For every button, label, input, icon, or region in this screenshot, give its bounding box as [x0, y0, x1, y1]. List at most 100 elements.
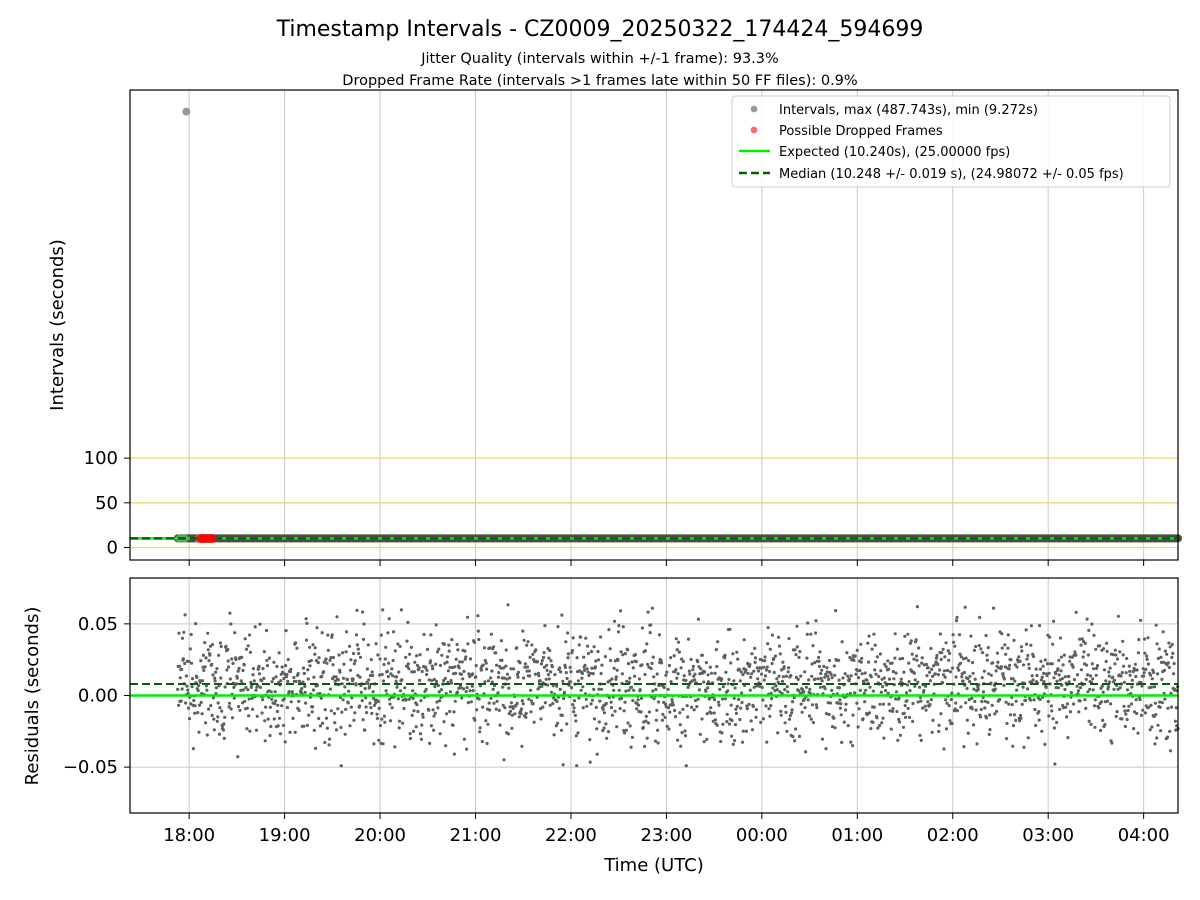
residual-point	[830, 676, 834, 680]
residual-point	[775, 688, 779, 692]
residual-point	[917, 664, 921, 668]
residual-point	[646, 721, 651, 725]
residual-point	[427, 678, 431, 682]
residual-point	[1120, 671, 1124, 675]
residual-point	[1080, 637, 1084, 641]
residual-point	[1109, 702, 1113, 706]
residual-point	[619, 650, 623, 654]
residual-point	[866, 641, 870, 645]
residual-point	[1154, 713, 1158, 717]
residual-point	[822, 664, 826, 669]
residual-point	[1145, 654, 1149, 658]
residual-point	[1127, 704, 1131, 708]
residual-point	[946, 649, 950, 653]
residual-point	[912, 657, 916, 661]
residual-point	[1124, 712, 1128, 716]
residual-point	[430, 664, 434, 668]
residual-point	[498, 723, 502, 727]
residual-point	[522, 676, 526, 680]
residual-point	[1110, 741, 1114, 745]
residual-point	[971, 660, 975, 665]
residual-point	[272, 717, 276, 721]
residual-point	[580, 676, 584, 680]
residual-point	[296, 672, 300, 676]
residual-point	[260, 711, 264, 715]
residual-point	[400, 678, 404, 682]
residual-point	[922, 689, 926, 693]
residual-point	[569, 686, 574, 690]
residual-point	[486, 722, 490, 726]
residual-point	[447, 643, 451, 647]
residual-point	[996, 660, 1000, 664]
residual-point	[735, 650, 739, 654]
residual-point	[1061, 663, 1065, 667]
residual-point	[197, 703, 202, 707]
residual-point	[425, 668, 429, 672]
residual-point	[732, 696, 736, 700]
residual-point	[904, 691, 909, 695]
residual-point	[613, 709, 617, 713]
residual-point	[358, 704, 362, 708]
residual-point	[504, 648, 508, 652]
residual-point	[465, 686, 469, 690]
dropped-frame-point	[207, 534, 217, 544]
residual-point	[541, 705, 545, 709]
residual-point	[245, 727, 249, 731]
residual-point	[675, 676, 679, 680]
residual-point	[452, 752, 456, 756]
residual-point	[317, 656, 321, 660]
residual-point	[225, 668, 229, 672]
residual-point	[769, 691, 773, 695]
residual-point	[879, 669, 883, 673]
residual-point	[317, 716, 321, 721]
residual-point	[1095, 664, 1100, 668]
residual-point	[1113, 662, 1117, 666]
residual-point	[1105, 649, 1109, 654]
residual-point	[1040, 675, 1044, 679]
residual-point	[896, 738, 900, 742]
residual-point	[666, 687, 670, 691]
residual-point	[860, 656, 864, 661]
residual-point	[385, 669, 389, 674]
residual-point	[773, 654, 778, 658]
residual-point	[1144, 667, 1148, 672]
residual-point	[334, 675, 338, 679]
residual-point	[262, 650, 266, 654]
residual-point	[1088, 674, 1093, 678]
residual-point	[961, 679, 965, 683]
residual-point	[1138, 697, 1142, 702]
residual-point	[1068, 659, 1072, 663]
residual-point	[696, 697, 700, 701]
residual-point	[548, 703, 552, 707]
residual-point	[264, 705, 268, 709]
residual-point	[1066, 736, 1070, 740]
residual-point	[1112, 678, 1117, 682]
residual-point	[673, 715, 678, 719]
residual-point	[968, 680, 972, 684]
residual-point	[1163, 649, 1167, 653]
residual-point	[974, 644, 978, 649]
residual-point	[1075, 673, 1080, 677]
residual-point	[1128, 669, 1132, 674]
residual-point	[206, 648, 210, 652]
residual-point	[1052, 676, 1056, 680]
residual-point	[599, 671, 603, 676]
residual-point	[1006, 633, 1010, 637]
residual-point	[660, 718, 665, 722]
residual-point	[525, 665, 530, 669]
residual-point	[230, 657, 234, 661]
x-tick-label: 22:00	[545, 825, 597, 846]
residual-point	[799, 674, 803, 678]
residual-point	[522, 638, 526, 642]
residual-point	[1007, 667, 1011, 671]
residual-point	[1015, 688, 1019, 692]
residual-point	[1122, 704, 1126, 709]
residual-point	[857, 676, 861, 680]
residual-point	[413, 660, 417, 664]
residual-point	[275, 709, 279, 714]
residual-point	[929, 698, 933, 702]
residual-point	[1065, 715, 1069, 719]
residual-point	[387, 617, 391, 621]
residual-point	[227, 701, 232, 705]
